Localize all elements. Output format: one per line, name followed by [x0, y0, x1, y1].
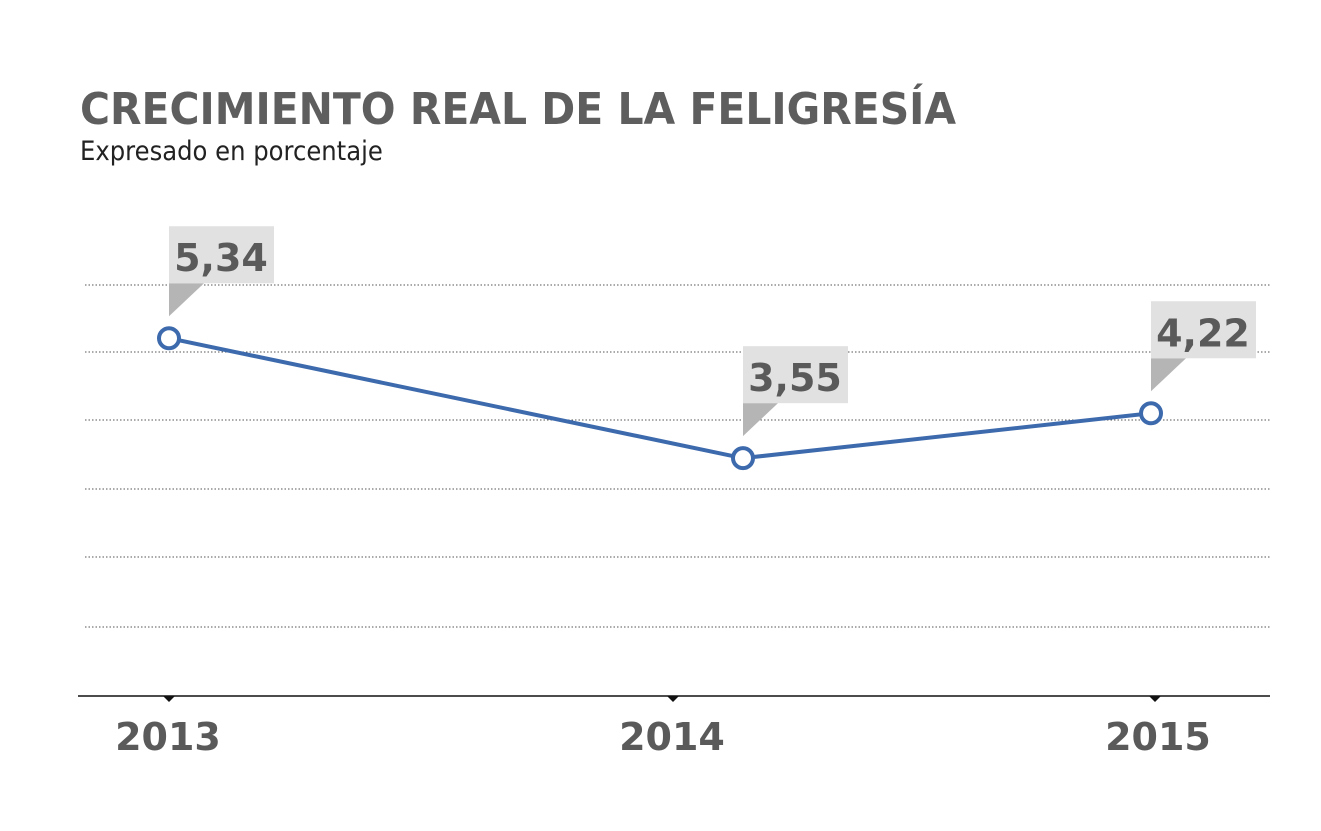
data-label-pointer: [743, 403, 778, 437]
data-label-box: [1151, 301, 1256, 359]
x-tick-label: 2014: [619, 715, 725, 759]
data-label-box: [743, 346, 848, 404]
data-label: 5,34: [174, 236, 268, 280]
data-point: [1139, 401, 1163, 426]
data-point: [157, 326, 181, 351]
chart-subtitle: Expresado en porcentaje: [80, 136, 383, 167]
data-label: 4,22: [1156, 311, 1250, 355]
series-line: [168, 336, 1152, 461]
x-tick: [667, 696, 679, 702]
chart-title: CRECIMIENTO REAL DE LA FELIGRESÍA: [80, 84, 957, 135]
data-label-box: [169, 226, 274, 284]
data-label-pointer: [169, 283, 204, 317]
data-label-pointer: [1151, 358, 1186, 392]
x-tick-label: 2015: [1105, 715, 1211, 759]
x-tick: [1149, 696, 1161, 702]
x-tick-label: 2013: [115, 715, 221, 759]
data-point: [731, 446, 755, 471]
x-tick: [163, 696, 175, 702]
data-label: 3,55: [748, 356, 842, 400]
